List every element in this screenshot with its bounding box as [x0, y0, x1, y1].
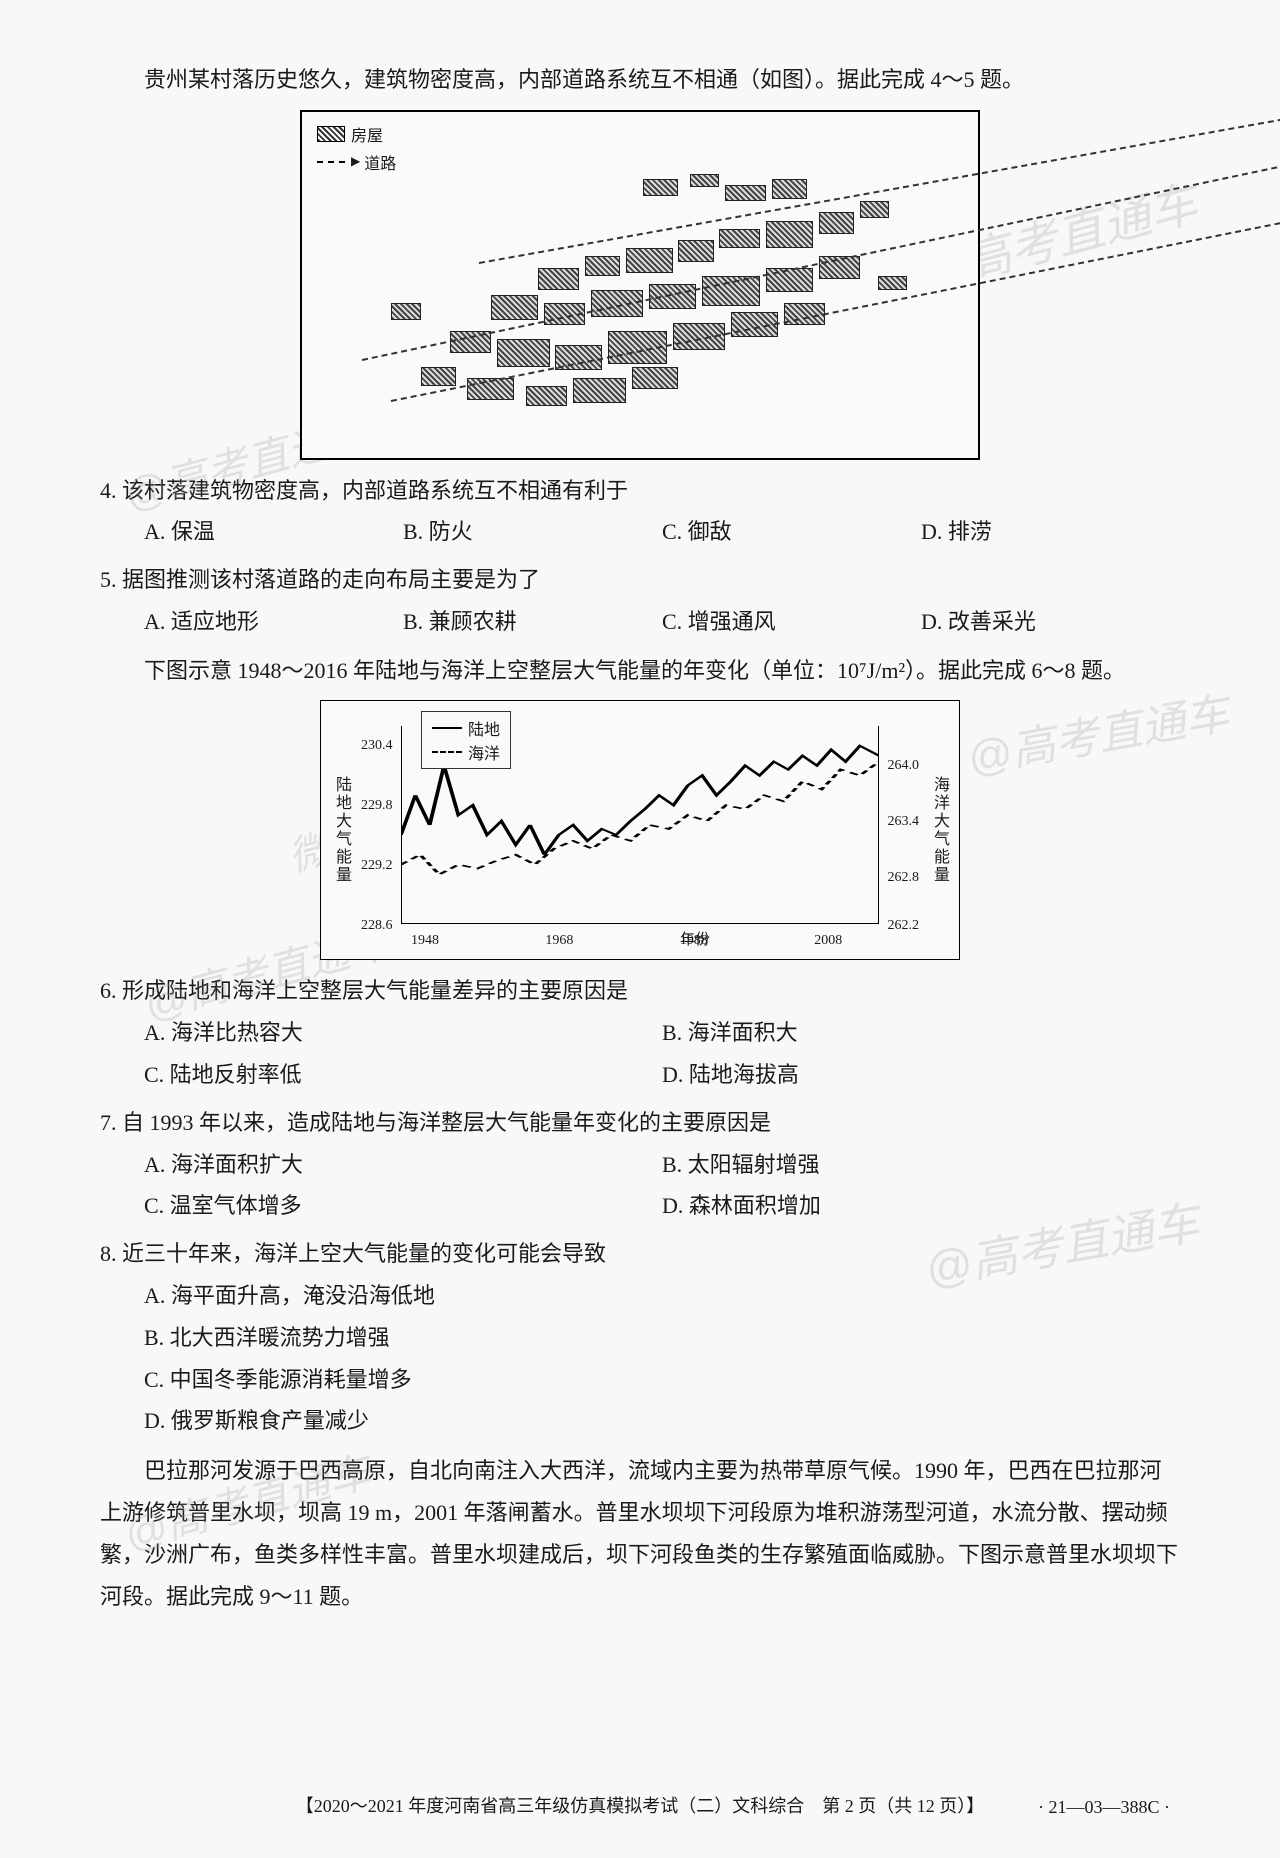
q8-options: A. 海平面升高，淹没沿海低地 B. 北大西洋暖流势力增强 C. 中国冬季能源消…	[144, 1275, 1180, 1442]
energy-chart: 陆地 海洋 陆地大气能量 海洋大气能量 年份 230.4229.8229.222…	[320, 700, 960, 960]
y-left-tick: 228.6	[361, 918, 393, 934]
house-shape	[626, 248, 673, 273]
y-axis-left-label: 陆地大气能量	[329, 776, 353, 884]
legend-house-label: 房屋	[351, 122, 383, 146]
x-tick: 2008	[814, 933, 842, 949]
q4-options: A. 保温 B. 防火 C. 御敌 D. 排涝	[144, 511, 1180, 553]
q6-option-b: B. 海洋面积大	[662, 1012, 1180, 1054]
q7-options: A. 海洋面积扩大 B. 太阳辐射增强 C. 温室气体增多 D. 森林面积增加	[144, 1144, 1180, 1228]
page-code: · 21—03—388C ·	[1038, 1797, 1170, 1818]
q6-option-c: C. 陆地反射率低	[144, 1054, 662, 1096]
house-shape	[725, 185, 766, 202]
q7-option-c: C. 温室气体增多	[144, 1185, 662, 1227]
q6-text: 形成陆地和海洋上空整层大气能量差异的主要原因是	[122, 978, 628, 1003]
q8-option-c: C. 中国冬季能源消耗量增多	[144, 1359, 1180, 1401]
house-shape	[819, 212, 854, 234]
chart-legend: 陆地 海洋	[421, 711, 511, 769]
q6-num: 6.	[100, 978, 117, 1003]
y-right-tick: 264.0	[888, 758, 920, 774]
q5-num: 5.	[100, 567, 117, 592]
right-axis-line	[878, 726, 879, 924]
q5-option-b: B. 兼顾农耕	[403, 601, 662, 643]
ocean-data-line	[401, 762, 879, 875]
q8-text: 近三十年来，海洋上空大气能量的变化可能会导致	[122, 1241, 606, 1266]
question-8: 8. 近三十年来，海洋上空大气能量的变化可能会导致	[100, 1233, 1180, 1275]
village-map: 房屋 ▶ 道路	[300, 110, 980, 460]
q8-num: 8.	[100, 1241, 117, 1266]
arrow-icon: ▶	[351, 154, 360, 169]
y-right-tick: 263.4	[888, 814, 920, 830]
house-shape	[772, 179, 807, 198]
q4-option-b: B. 防火	[403, 511, 662, 553]
y-axis-right-label: 海洋大气能量	[927, 776, 951, 884]
road-line	[479, 0, 1280, 264]
legend-dashed-line-icon	[432, 751, 462, 753]
q8-option-b: B. 北大西洋暖流势力增强	[144, 1317, 1180, 1359]
q5-option-a: A. 适应地形	[144, 601, 403, 643]
intro-q68: 下图示意 1948～2016 年陆地与海洋上空整层大气能量的年变化（单位：10⁷…	[100, 651, 1180, 691]
q7-num: 7.	[100, 1110, 117, 1135]
q5-option-c: C. 增强通风	[662, 601, 921, 643]
intro-q911: 巴拉那河发源于巴西高原，自北向南注入大西洋，流域内主要为热带草原气候。1990 …	[100, 1450, 1180, 1617]
house-shape	[497, 339, 550, 367]
bottom-axis-line	[401, 923, 879, 924]
q4-option-c: C. 御敌	[662, 511, 921, 553]
house-shape	[878, 276, 907, 290]
q5-text: 据图推测该村落道路的走向布局主要是为了	[122, 567, 540, 592]
village-map-figure: 房屋 ▶ 道路	[100, 110, 1180, 460]
q4-option-d: D. 排涝	[921, 511, 1180, 553]
question-6: 6. 形成陆地和海洋上空整层大气能量差异的主要原因是	[100, 970, 1180, 1012]
question-5: 5. 据图推测该村落道路的走向布局主要是为了	[100, 559, 1180, 601]
y-right-tick: 262.2	[888, 918, 920, 934]
legend-house-icon	[317, 126, 345, 142]
q5-options: A. 适应地形 B. 兼顾农耕 C. 增强通风 D. 改善采光	[144, 601, 1180, 643]
legend-land-label: 陆地	[468, 716, 500, 740]
left-axis-line	[401, 726, 402, 924]
q7-text: 自 1993 年以来，造成陆地与海洋整层大气能量年变化的主要原因是	[122, 1110, 771, 1135]
house-shape	[690, 174, 719, 188]
house-shape	[632, 367, 679, 389]
q8-option-d: D. 俄罗斯粮食产量减少	[144, 1400, 1180, 1442]
question-4: 4. 该村落建筑物密度高，内部道路系统互不相通有利于	[100, 470, 1180, 512]
house-shape	[391, 303, 420, 320]
x-tick: 1968	[545, 933, 573, 949]
q4-text: 该村落建筑物密度高，内部道路系统互不相通有利于	[122, 478, 628, 503]
q4-num: 4.	[100, 478, 117, 503]
house-shape	[573, 378, 626, 403]
q7-option-d: D. 森林面积增加	[662, 1185, 1180, 1227]
houses-container	[362, 152, 948, 428]
q5-option-d: D. 改善采光	[921, 601, 1180, 643]
question-7: 7. 自 1993 年以来，造成陆地与海洋整层大气能量年变化的主要原因是	[100, 1102, 1180, 1144]
legend-solid-line-icon	[432, 727, 462, 729]
q6-option-a: A. 海洋比热容大	[144, 1012, 662, 1054]
q7-option-b: B. 太阳辐射增强	[662, 1144, 1180, 1186]
q4-option-a: A. 保温	[144, 511, 403, 553]
legend-road-icon	[317, 161, 345, 163]
house-shape	[538, 268, 579, 290]
y-left-tick: 230.4	[361, 738, 393, 754]
intro-q45: 贵州某村落历史悠久，建筑物密度高，内部道路系统互不相通（如图）。据此完成 4～5…	[100, 60, 1180, 100]
y-right-tick: 262.8	[888, 870, 920, 886]
legend-ocean-label: 海洋	[468, 740, 500, 764]
house-shape	[643, 179, 678, 196]
x-tick: 1988	[680, 933, 708, 949]
q6-option-d: D. 陆地海拔高	[662, 1054, 1180, 1096]
house-shape	[860, 201, 889, 218]
house-shape	[585, 256, 620, 275]
house-shape	[678, 240, 713, 262]
y-left-tick: 229.2	[361, 858, 393, 874]
q6-options: A. 海洋比热容大 B. 海洋面积大 C. 陆地反射率低 D. 陆地海拔高	[144, 1012, 1180, 1096]
house-shape	[421, 367, 456, 386]
q7-option-a: A. 海洋面积扩大	[144, 1144, 662, 1186]
house-shape	[719, 229, 760, 248]
house-shape	[526, 386, 567, 405]
watermark: @高考直通车	[962, 678, 1234, 787]
house-shape	[491, 295, 538, 320]
x-tick: 1948	[411, 933, 439, 949]
q8-option-a: A. 海平面升高，淹没沿海低地	[144, 1275, 1180, 1317]
y-left-tick: 229.8	[361, 798, 393, 814]
house-shape	[766, 221, 813, 249]
